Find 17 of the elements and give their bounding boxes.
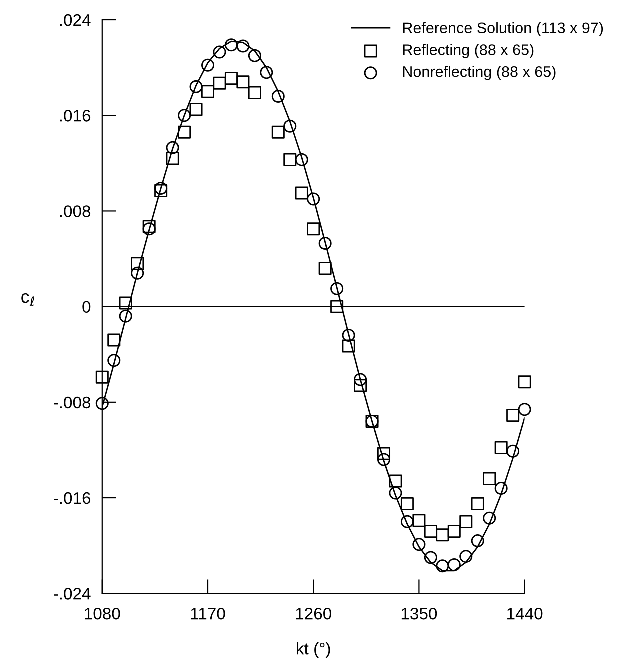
y-axis-title: c$_{ℓ}$ [22, 293, 34, 306]
legend-label: Reference Solution (113 x 97) [403, 22, 604, 37]
x-tick-label: 1170 [191, 608, 226, 620]
y-tick-label: -.008 [54, 396, 91, 409]
y-tick-label: .016 [60, 110, 91, 122]
y-tick-label: .008 [60, 206, 91, 218]
x-tick-label: 1350 [402, 608, 438, 620]
y-tick-label: .024 [60, 14, 91, 26]
x-axis-title: kt (°) [297, 642, 330, 658]
x-tick-label: 1440 [508, 608, 543, 620]
x-tick-label: 1260 [296, 608, 332, 620]
y-tick-label: 0 [82, 301, 91, 314]
legend-label: Nonreflecting (88 x 65) [403, 66, 556, 80]
y-tick-label: -.024 [54, 588, 91, 600]
legend-label: Reflecting (88 x 65) [403, 44, 534, 58]
y-tick-label: -.016 [54, 492, 91, 504]
x-tick-label: 1080 [85, 608, 120, 620]
